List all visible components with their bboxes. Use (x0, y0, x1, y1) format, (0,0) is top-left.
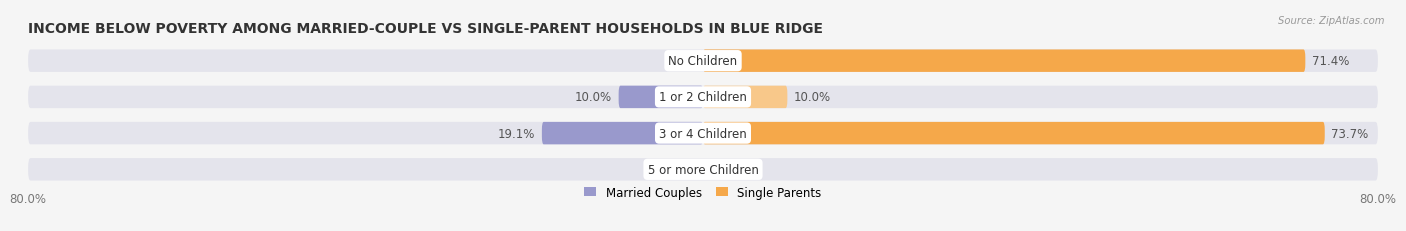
Text: 5 or more Children: 5 or more Children (648, 163, 758, 176)
FancyBboxPatch shape (541, 122, 703, 145)
Legend: Married Couples, Single Parents: Married Couples, Single Parents (582, 184, 824, 201)
Text: INCOME BELOW POVERTY AMONG MARRIED-COUPLE VS SINGLE-PARENT HOUSEHOLDS IN BLUE RI: INCOME BELOW POVERTY AMONG MARRIED-COUPL… (28, 22, 823, 36)
FancyBboxPatch shape (28, 122, 1378, 145)
Text: Source: ZipAtlas.com: Source: ZipAtlas.com (1278, 16, 1385, 26)
Text: 0.0%: 0.0% (707, 163, 737, 176)
FancyBboxPatch shape (619, 86, 703, 109)
Text: 0.0%: 0.0% (669, 163, 699, 176)
FancyBboxPatch shape (703, 86, 787, 109)
FancyBboxPatch shape (28, 158, 1378, 181)
Text: 0.0%: 0.0% (669, 55, 699, 68)
FancyBboxPatch shape (28, 86, 1378, 109)
FancyBboxPatch shape (703, 122, 1324, 145)
Text: 73.7%: 73.7% (1331, 127, 1368, 140)
Text: 3 or 4 Children: 3 or 4 Children (659, 127, 747, 140)
FancyBboxPatch shape (703, 50, 1305, 73)
Text: 1 or 2 Children: 1 or 2 Children (659, 91, 747, 104)
Text: No Children: No Children (668, 55, 738, 68)
Text: 10.0%: 10.0% (794, 91, 831, 104)
FancyBboxPatch shape (28, 50, 1378, 73)
Text: 19.1%: 19.1% (498, 127, 536, 140)
Text: 71.4%: 71.4% (1312, 55, 1350, 68)
Text: 10.0%: 10.0% (575, 91, 612, 104)
